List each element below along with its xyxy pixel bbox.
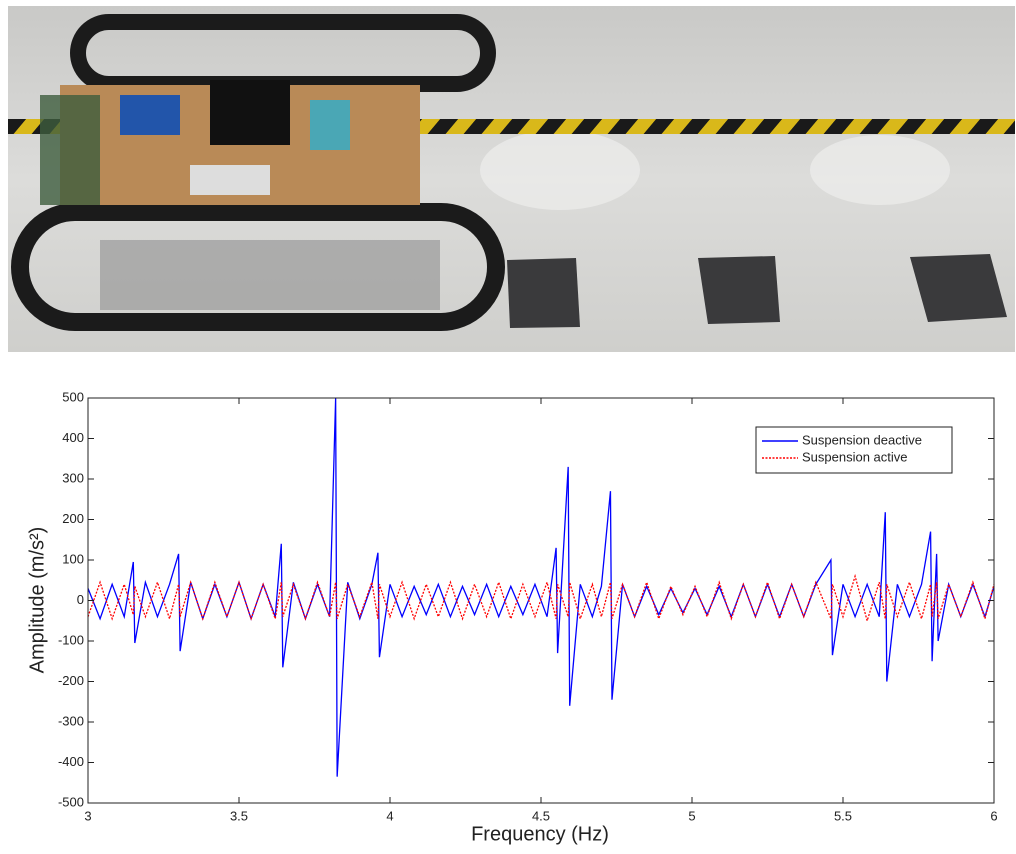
y-tick-label: 500: [62, 389, 84, 404]
x-tick-label: 4.5: [532, 808, 550, 823]
y-tick-label: -400: [58, 754, 84, 769]
x-tick-label: 3.5: [230, 808, 248, 823]
x-tick-label: 3: [84, 808, 91, 823]
y-tick-label: -300: [58, 713, 84, 728]
photo: [8, 6, 1015, 352]
figure: Frequency (Hz) Amplitude (m/s²) 3 3.5 4 4.5…: [0, 0, 1016, 849]
y-tick-label: -200: [58, 673, 84, 688]
legend-label: Suspension deactive: [802, 432, 922, 447]
x-tick-label: 5: [688, 808, 695, 823]
series-line: [88, 576, 994, 621]
y-tick-label: 200: [62, 511, 84, 526]
y-tick-label: 100: [62, 551, 84, 566]
x-axis-label: Frequency (Hz): [471, 823, 609, 845]
x-tick-label: 5.5: [834, 808, 852, 823]
x-tick-label: 4: [386, 808, 393, 823]
legend-label: Suspension active: [802, 449, 908, 464]
y-tick-label: 400: [62, 430, 84, 445]
y-tick-label: 300: [62, 470, 84, 485]
x-tick-label: 6: [990, 808, 997, 823]
y-tick-label: 0: [77, 592, 84, 607]
y-tick-label: -100: [58, 632, 84, 647]
y-axis-label: Amplitude (m/s²): [26, 527, 48, 674]
y-tick-label: -500: [58, 794, 84, 809]
